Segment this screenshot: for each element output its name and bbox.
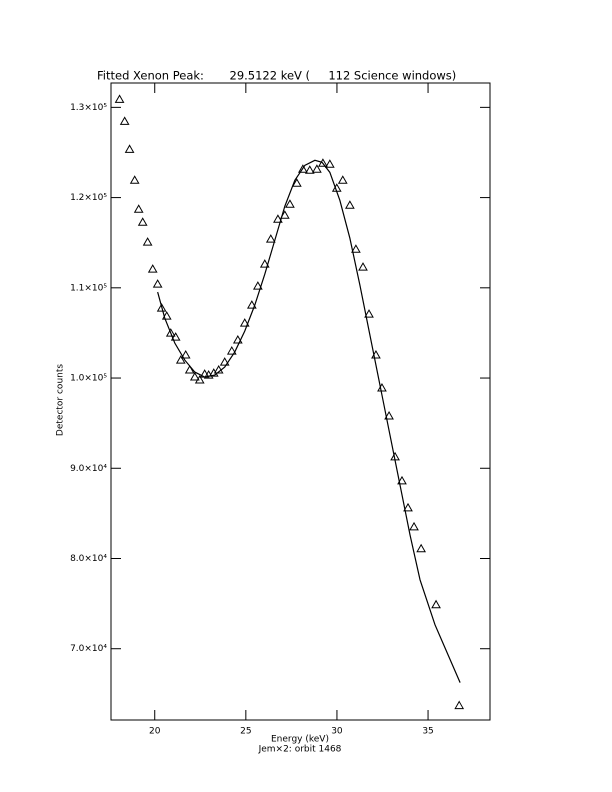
data-point	[219, 357, 230, 366]
data-point	[156, 303, 167, 312]
x-tick-label: 35	[422, 727, 433, 737]
y-tick-label: 1.0×10⁵	[70, 374, 107, 384]
data-point	[137, 217, 148, 226]
data-point	[265, 234, 276, 243]
data-point	[273, 214, 283, 223]
y-tick-label: 1.2×10⁵	[70, 193, 107, 203]
data-point	[142, 237, 153, 246]
data-point	[358, 262, 368, 271]
data-point	[114, 94, 125, 103]
data-point	[454, 700, 465, 710]
data-point	[152, 279, 163, 288]
data-point	[345, 200, 355, 209]
x-tick-label: 30	[331, 727, 343, 737]
data-point	[239, 318, 250, 327]
y-tick-label: 8.0×10⁴	[70, 554, 107, 564]
data-point	[403, 502, 413, 512]
data-point	[337, 175, 348, 184]
y-tick-label: 7.0×10⁴	[70, 644, 107, 654]
data-point	[246, 300, 257, 309]
plot-frame	[110, 82, 491, 721]
data-point	[147, 264, 158, 273]
data-point	[189, 372, 200, 381]
data-point	[304, 165, 315, 174]
data-point	[285, 199, 295, 208]
data-point	[180, 350, 191, 359]
data-point	[124, 144, 135, 153]
fit-line	[157, 159, 461, 683]
data-point	[170, 332, 181, 341]
chart-title: Fitted Xenon Peak: 29.5122 keV ( 112 Sci…	[97, 69, 456, 83]
data-point	[377, 383, 387, 392]
y-tick-label: 1.1×10⁵	[70, 283, 107, 293]
data-point	[351, 244, 361, 253]
data-point	[165, 328, 176, 337]
data-point	[298, 164, 308, 173]
data-point	[194, 375, 205, 384]
x-axis-label: Energy (keV)	[271, 735, 329, 745]
data-point	[312, 164, 322, 173]
data-point	[409, 521, 419, 531]
data-point	[175, 355, 186, 364]
data-point	[161, 311, 172, 320]
data-point	[416, 543, 426, 553]
data-point	[184, 365, 195, 374]
data-point	[384, 411, 394, 420]
data-point	[232, 335, 243, 344]
x-tick-label: 20	[149, 727, 161, 737]
data-point	[259, 259, 270, 268]
x-tick-label: 25	[240, 727, 251, 737]
data-point	[364, 309, 374, 318]
y-tick-label: 1.3×10⁵	[70, 103, 107, 113]
data-point	[291, 178, 302, 187]
y-axis-label: Detector counts	[56, 364, 66, 436]
data-point	[133, 204, 144, 213]
data-point	[324, 159, 335, 168]
data-point	[397, 475, 407, 485]
subtitle: Jem×2: orbit 1468	[258, 745, 342, 755]
data-point	[129, 175, 140, 184]
data-point	[119, 116, 130, 125]
data-point	[431, 599, 441, 609]
data-point	[226, 346, 237, 355]
data-point	[253, 281, 263, 290]
data-point	[318, 158, 328, 167]
y-tick-label: 9.0×10⁴	[70, 464, 107, 474]
